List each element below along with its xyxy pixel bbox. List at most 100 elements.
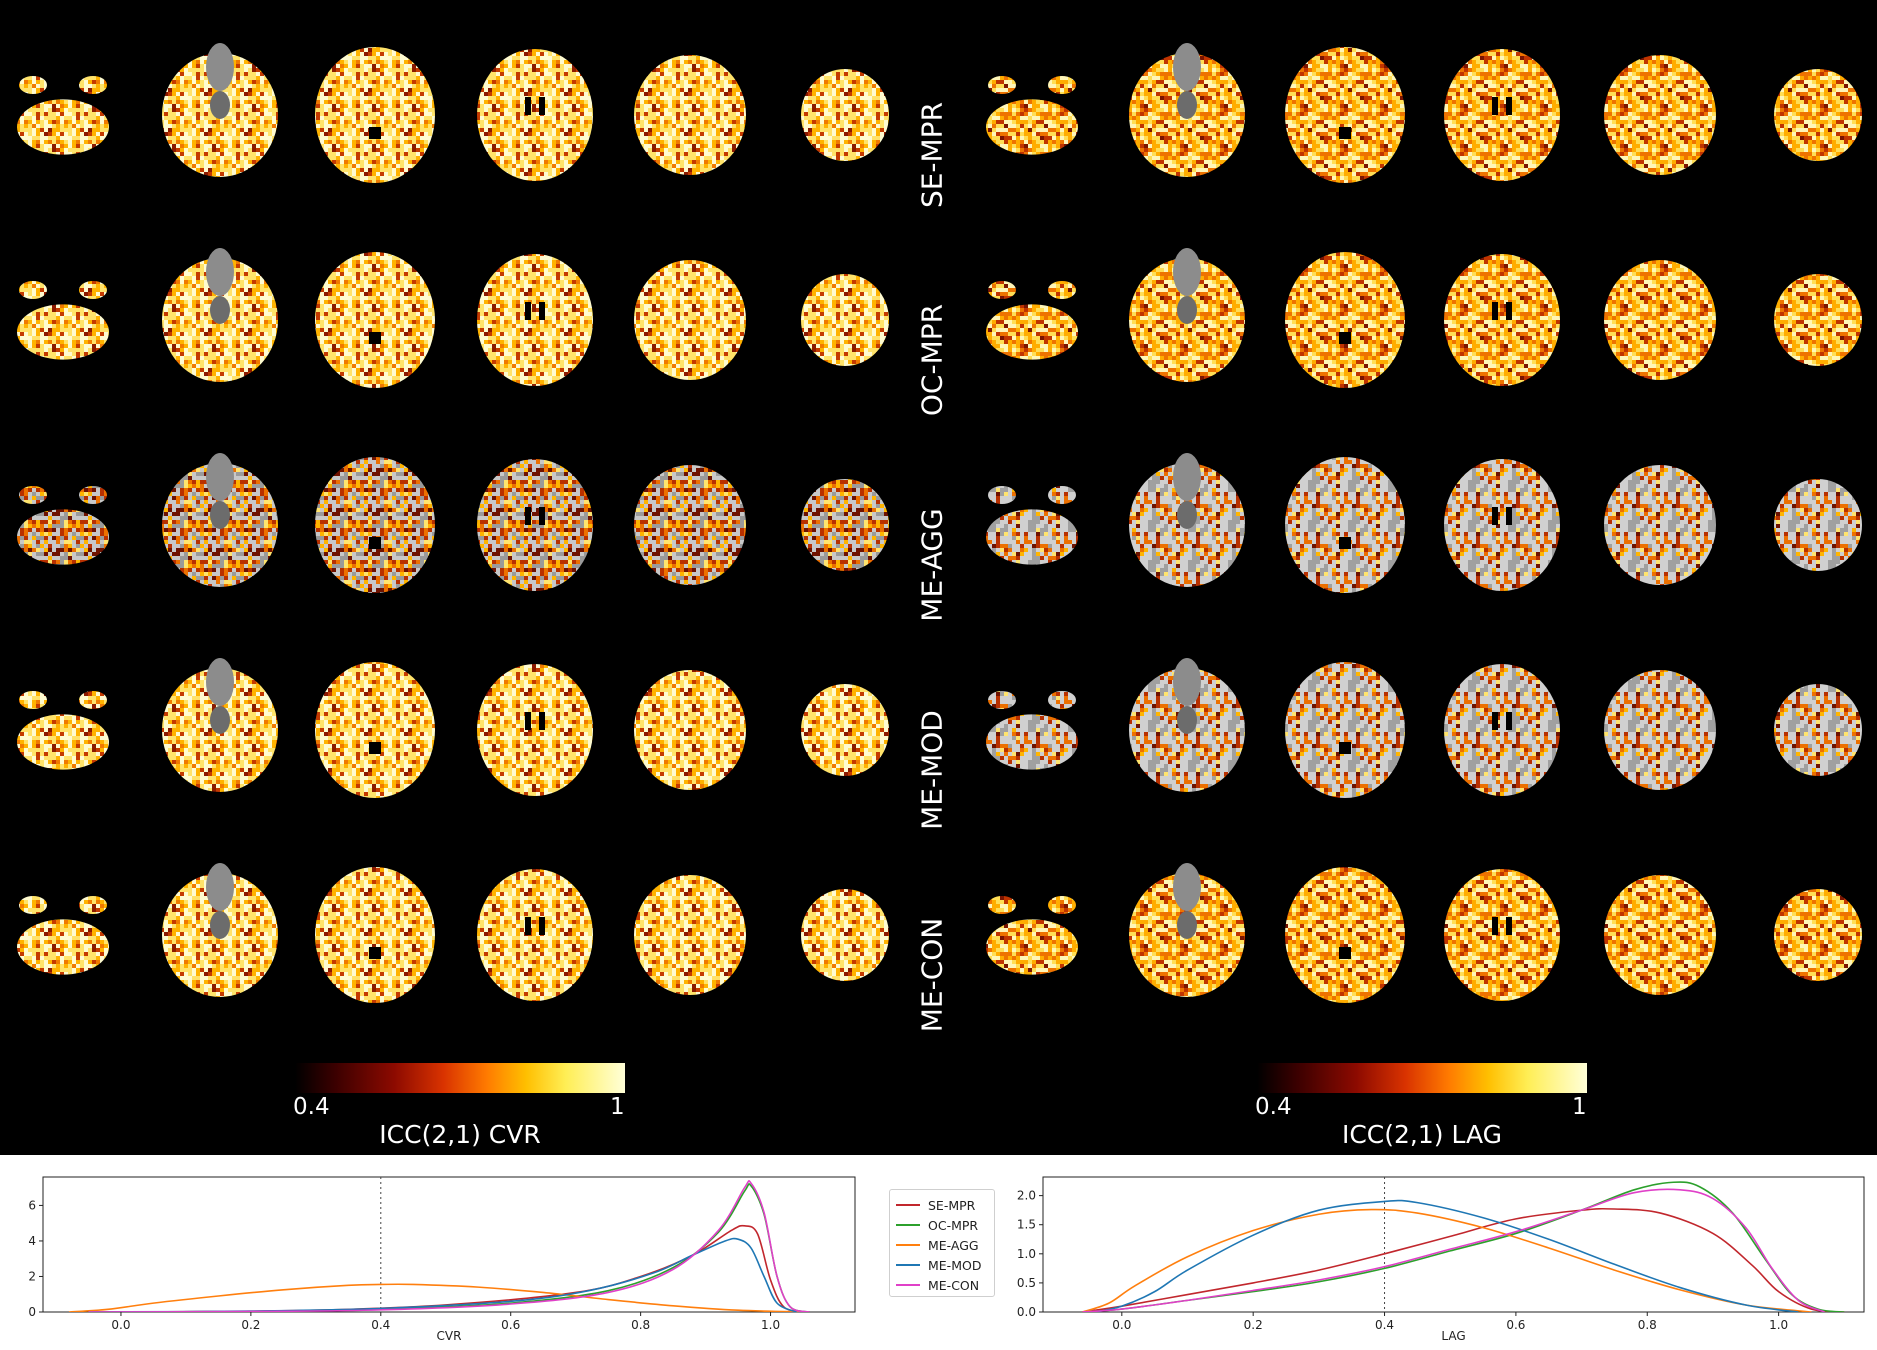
brain-slice <box>162 43 278 177</box>
brain-slice <box>801 889 889 981</box>
x-axis-label: LAG <box>1441 1329 1465 1343</box>
brain-slice <box>315 867 435 1003</box>
legend-item-me-agg: ME-AGG <box>896 1236 979 1254</box>
brain-slice <box>634 875 746 995</box>
legend: SE-MPR OC-MPR ME-AGG ME-MOD ME-CON <box>889 1189 995 1297</box>
series-line-se-mpr <box>1082 1207 1845 1312</box>
legend-label: SE-MPR <box>928 1197 976 1213</box>
brain-slice <box>986 76 1078 155</box>
row-label-me-mod: ME-MOD <box>915 710 949 830</box>
brain-slice <box>315 252 435 388</box>
colorbar-lag-max-label: 1 <box>1572 1094 1587 1120</box>
brain-slice <box>634 670 746 790</box>
colorbar-cvr <box>295 1063 625 1093</box>
brain-slice <box>1444 49 1560 181</box>
brain-slice <box>1129 248 1245 382</box>
y-tick-label: 1.0 <box>1017 1247 1036 1261</box>
brain-slice <box>17 281 109 360</box>
legend-swatch <box>896 1204 920 1206</box>
row-label-oc-mpr: OC-MPR <box>915 303 949 417</box>
density-plots-svg: 0.0 0.2 0.4 0.6 0.8 1.0 0 2 4 6 CVR 0.0 0.2 0.4 0.6 0.8… <box>28 1176 1865 1343</box>
legend-swatch <box>896 1224 920 1226</box>
x-tick-label: 1.0 <box>761 1318 780 1332</box>
density-plot-lag: 0.0 0.2 0.4 0.6 0.8 1.0 0.0 0.5 1.0 1.5 2.0 LAG <box>1017 1176 1865 1343</box>
plot-frame <box>1042 1176 1865 1313</box>
brain-slice <box>17 486 109 565</box>
brain-slice <box>315 47 435 183</box>
brain-slice <box>986 281 1078 360</box>
series-line-me-mod <box>1095 1199 1799 1312</box>
brain-slice <box>634 465 746 585</box>
brain-slice <box>17 896 109 975</box>
y-tick-label: 0.0 <box>1017 1305 1036 1319</box>
legend-swatch <box>896 1244 920 1246</box>
brain-slice <box>801 69 889 161</box>
x-tick-label: 0.4 <box>1375 1318 1394 1332</box>
brain-slice <box>986 896 1078 975</box>
x-tick-label: 0.0 <box>111 1318 130 1332</box>
y-tick-label: 6 <box>28 1198 36 1212</box>
brain-slice <box>1129 658 1245 792</box>
colorbar-lag <box>1257 1063 1587 1093</box>
series-line-me-con <box>1082 1188 1825 1312</box>
brain-slice <box>1604 875 1716 995</box>
brain-slice <box>801 684 889 776</box>
brain-slice <box>1285 252 1405 388</box>
colorbar-lag-title: ICC(2,1) LAG <box>1341 1120 1503 1149</box>
y-tick-label: 2.0 <box>1017 1189 1036 1203</box>
y-tick-label: 0.5 <box>1017 1276 1036 1290</box>
brain-slice <box>1774 69 1862 161</box>
brain-slice <box>634 260 746 380</box>
brain-slice <box>477 254 593 386</box>
density-plot-cvr: 0.0 0.2 0.4 0.6 0.8 1.0 0 2 4 6 CVR <box>28 1176 856 1343</box>
row-label-me-con: ME-CON <box>915 917 949 1033</box>
brain-slice <box>1774 274 1862 366</box>
y-tick-label: 2 <box>28 1269 36 1283</box>
legend-label: ME-CON <box>928 1277 980 1293</box>
brain-slice <box>17 76 109 155</box>
x-tick-label: 0.2 <box>1244 1318 1263 1332</box>
brain-slice <box>315 662 435 798</box>
density-plots-panel: 0.0 0.2 0.4 0.6 0.8 1.0 0 2 4 6 CVR 0.0 0.2 0.4 0.6 0.8… <box>0 1155 1877 1350</box>
brain-slice <box>1604 670 1716 790</box>
brain-slice <box>1285 867 1405 1003</box>
brain-slice <box>162 453 278 587</box>
y-tick-label: 0 <box>28 1305 36 1319</box>
x-tick-label: 0.2 <box>241 1318 260 1332</box>
legend-item-oc-mpr: OC-MPR <box>896 1216 978 1234</box>
brain-slice <box>1129 863 1245 997</box>
x-tick-label: 0.8 <box>631 1318 650 1332</box>
brain-slice <box>1604 55 1716 175</box>
legend-label: ME-MOD <box>928 1257 982 1273</box>
brain-slice <box>1285 47 1405 183</box>
brain-slice <box>1285 662 1405 798</box>
brain-slice <box>477 664 593 796</box>
brain-slice <box>634 55 746 175</box>
x-tick-label: 0.0 <box>1112 1318 1131 1332</box>
brain-slice <box>1604 260 1716 380</box>
series-line-me-agg <box>68 1283 804 1312</box>
y-tick-label: 4 <box>28 1234 36 1248</box>
brain-slice <box>17 691 109 770</box>
legend-item-me-con: ME-CON <box>896 1276 979 1294</box>
brain-slice <box>1285 457 1405 593</box>
legend-item-se-mpr: SE-MPR <box>896 1196 975 1214</box>
series-line-me-con <box>88 1179 810 1312</box>
brain-slice <box>1444 664 1560 796</box>
colorbar-cvr-max-label: 1 <box>610 1094 625 1120</box>
brain-slice <box>477 49 593 181</box>
x-tick-label: 0.6 <box>1506 1318 1525 1332</box>
brain-slice <box>1444 254 1560 386</box>
brain-slice <box>1444 869 1560 1001</box>
x-axis-label: CVR <box>437 1329 462 1343</box>
x-tick-label: 1.0 <box>1769 1318 1788 1332</box>
brain-slice <box>801 479 889 571</box>
legend-swatch <box>896 1284 920 1286</box>
legend-label: ME-AGG <box>928 1237 979 1253</box>
series-line-me-mod <box>88 1237 797 1312</box>
brain-slice <box>1604 465 1716 585</box>
legend-item-me-mod: ME-MOD <box>896 1256 981 1274</box>
x-tick-label: 0.4 <box>371 1318 390 1332</box>
brain-slice <box>801 274 889 366</box>
